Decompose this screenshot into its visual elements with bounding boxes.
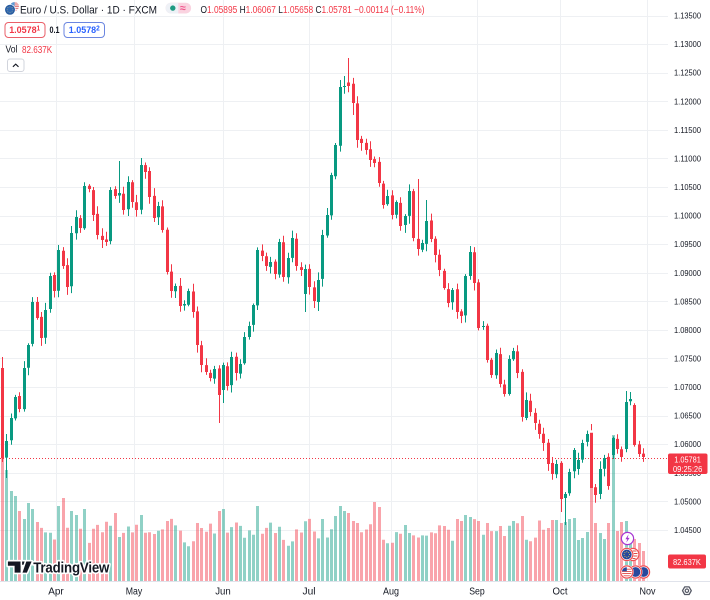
- svg-text:1.09500: 1.09500: [674, 240, 701, 249]
- svg-text:Jul: Jul: [303, 587, 316, 598]
- svg-text:1.05782: 1.05782: [69, 25, 100, 36]
- svg-text:1.10500: 1.10500: [674, 183, 701, 192]
- svg-text:82.637K: 82.637K: [673, 557, 701, 567]
- svg-text:1.13500: 1.13500: [674, 12, 701, 21]
- svg-text:Aug: Aug: [383, 587, 399, 598]
- svg-text:Euro / U.S. Dollar · 1D · FXCM: Euro / U.S. Dollar · 1D · FXCM: [20, 4, 157, 16]
- svg-text:Vol: Vol: [6, 45, 18, 56]
- svg-text:1.07500: 1.07500: [674, 355, 701, 364]
- svg-text:1.10000: 1.10000: [674, 212, 701, 221]
- svg-text:1.12000: 1.12000: [674, 97, 701, 106]
- svg-text:82.637K: 82.637K: [22, 45, 52, 56]
- svg-text:Apr: Apr: [48, 587, 64, 598]
- svg-text:May: May: [126, 587, 143, 598]
- svg-text:1.11500: 1.11500: [674, 126, 701, 135]
- svg-text:1.09000: 1.09000: [674, 269, 701, 278]
- svg-text:≈: ≈: [180, 3, 186, 15]
- svg-text:09:25:26: 09:25:26: [673, 464, 702, 474]
- svg-text:1.05781: 1.05781: [9, 25, 40, 36]
- svg-text:0.1: 0.1: [50, 25, 61, 36]
- svg-text:1.06000: 1.06000: [674, 440, 701, 449]
- svg-text:Nov: Nov: [640, 587, 656, 598]
- svg-text:1.05000: 1.05000: [674, 497, 701, 506]
- svg-text:1.13000: 1.13000: [674, 40, 701, 49]
- svg-text:Sep: Sep: [469, 587, 485, 598]
- svg-text:1.07000: 1.07000: [674, 383, 701, 392]
- svg-text:Oct: Oct: [553, 587, 568, 598]
- svg-text:1.08500: 1.08500: [674, 297, 701, 306]
- svg-text:1.08000: 1.08000: [674, 326, 701, 335]
- svg-text:1.05781: 1.05781: [674, 455, 701, 465]
- svg-text:O1.05895 H1.06067 L1.05658 C1.: O1.05895 H1.06067 L1.05658 C1.05781 −0.0…: [201, 5, 425, 16]
- svg-text:Jun: Jun: [215, 587, 231, 598]
- svg-text:1.11000: 1.11000: [674, 154, 701, 163]
- svg-text:1.06500: 1.06500: [674, 412, 701, 421]
- svg-text:1.12500: 1.12500: [674, 69, 701, 78]
- svg-text:TradingView: TradingView: [33, 560, 110, 576]
- svg-text:1.04500: 1.04500: [674, 526, 701, 535]
